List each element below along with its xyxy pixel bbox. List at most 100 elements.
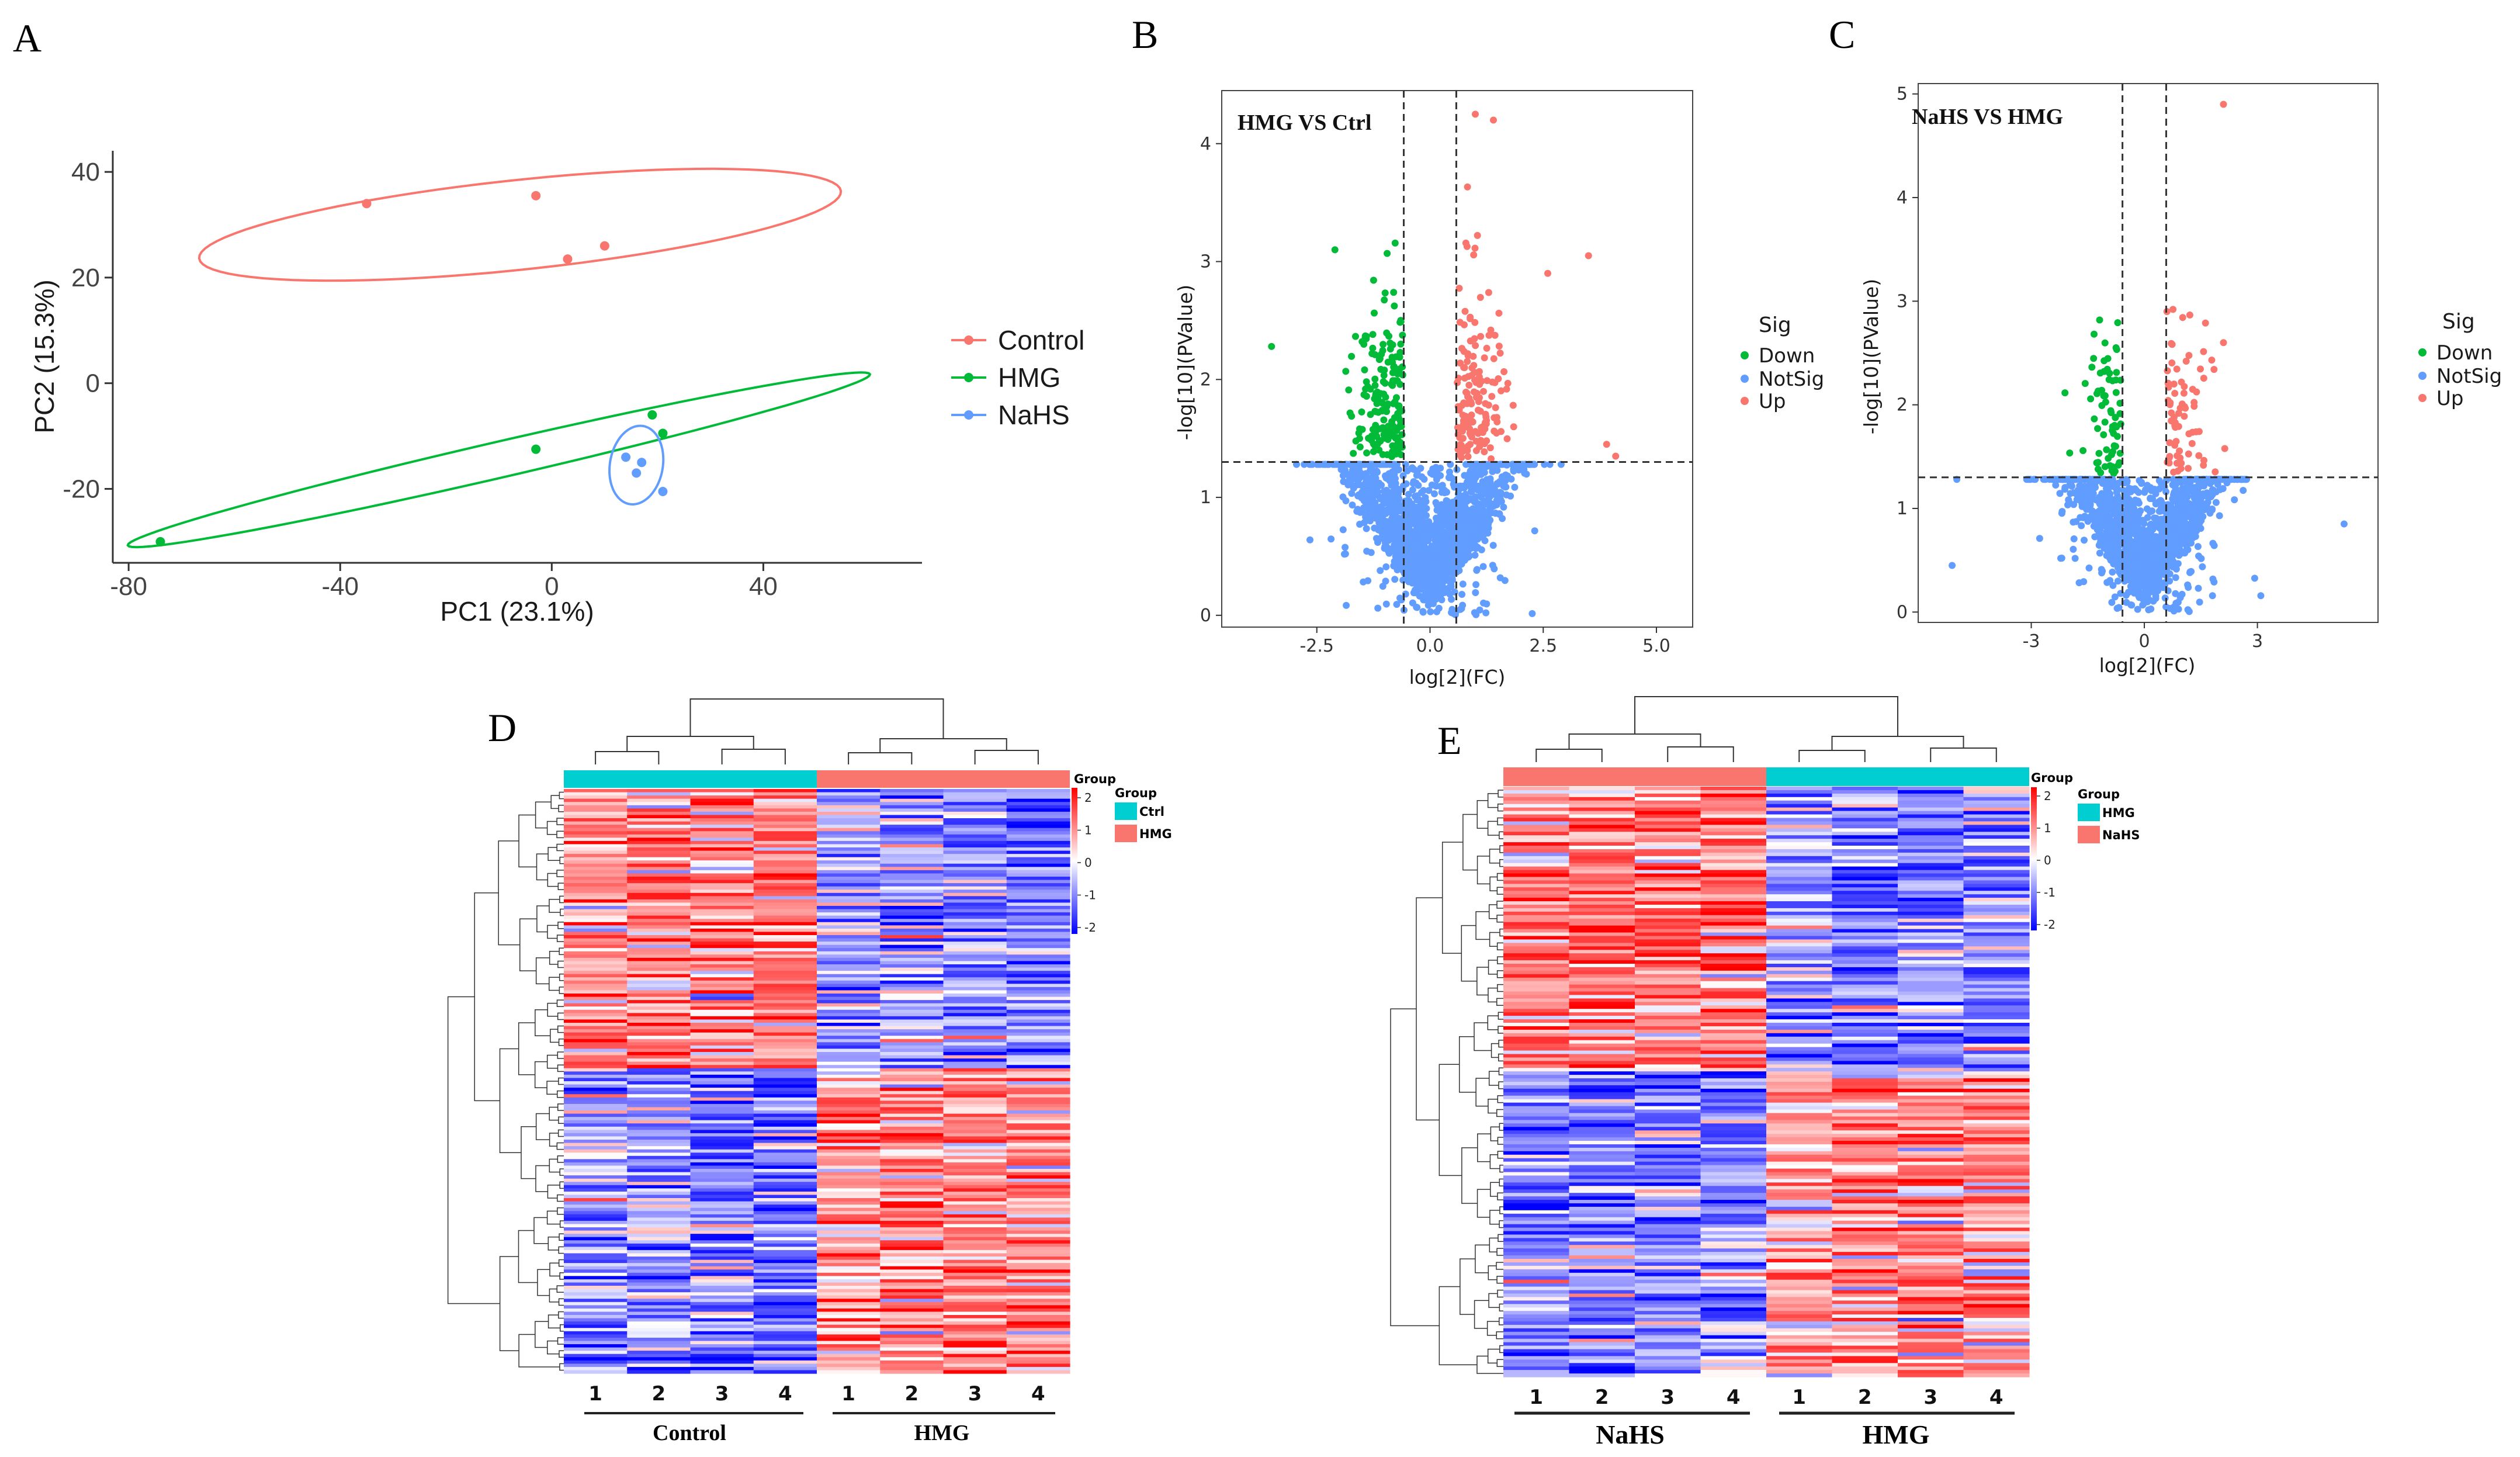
- volcano-b-point-down: [1356, 443, 1364, 451]
- heatmap-d-cell: [690, 932, 754, 936]
- heatmap-d-cell: [753, 1126, 817, 1130]
- heatmap-d-cell: [753, 1117, 817, 1121]
- volcano-c-point-notsig: [2240, 487, 2247, 494]
- heatmap-d-row-branch: [549, 1106, 559, 1121]
- volcano-c-point-up: [2168, 409, 2175, 417]
- heatmap-d-cell: [1006, 1175, 1070, 1179]
- heatmap-d-cell: [564, 1091, 628, 1095]
- heatmap-d-cell: [880, 1227, 944, 1231]
- heatmap-d-cell: [817, 1016, 881, 1020]
- heatmap-d-cell: [564, 1068, 628, 1072]
- pca-point-control: [531, 191, 541, 200]
- heatmap-d-cell: [627, 1175, 691, 1179]
- volcano-c-point-up: [2173, 365, 2181, 373]
- heatmap-d-cell: [880, 948, 944, 952]
- heatmap-d-cell: [627, 1133, 691, 1137]
- heatmap-d-cell: [753, 854, 817, 858]
- heatmap-d-cell: [817, 1140, 881, 1144]
- heatmap-d-cell: [627, 850, 691, 854]
- volcano-b-point-notsig: [1446, 584, 1453, 591]
- heatmap-d-cell: [627, 1188, 691, 1192]
- volcano-c-point-notsig: [2146, 485, 2153, 493]
- heatmap-d-cell: [1006, 1237, 1070, 1241]
- volcano-c-point-notsig: [2152, 555, 2159, 562]
- heatmap-d-cell: [1006, 1146, 1070, 1150]
- heatmap-d-cell: [1006, 850, 1070, 854]
- heatmap-d-cell: [943, 828, 1007, 832]
- volcano-c-point-notsig: [2185, 500, 2193, 507]
- heatmap-d-cell: [1006, 1172, 1070, 1176]
- volcano-b-point-notsig: [1415, 503, 1423, 510]
- heatmap-d-cell: [690, 1042, 754, 1046]
- heatmap-d-cell: [943, 1195, 1007, 1199]
- volcano-b-point-notsig: [1485, 515, 1492, 523]
- volcano-b-point-down: [1371, 309, 1378, 317]
- heatmap-d-cell: [943, 1224, 1007, 1228]
- heatmap-d-cell: [753, 1110, 817, 1115]
- heatmap-d-cell: [1006, 1003, 1070, 1007]
- volcano-c-point-notsig: [2128, 601, 2136, 609]
- heatmap-d-cell: [753, 805, 817, 809]
- heatmap-d-cell: [1006, 821, 1070, 825]
- heatmap-d-cell: [564, 902, 628, 906]
- heatmap-d-cell: [690, 1136, 754, 1140]
- heatmap-d-cell: [690, 892, 754, 897]
- heatmap-d-cell: [1006, 1162, 1070, 1167]
- heatmap-d-row-branch: [560, 908, 564, 916]
- heatmap-d-cell: [690, 883, 754, 887]
- heatmap-d-cell: [564, 980, 628, 984]
- heatmap-d-cell: [564, 837, 628, 842]
- heatmap-d-cell: [880, 883, 944, 887]
- heatmap-d-cell: [943, 886, 1007, 890]
- heatmap-d-cell: [627, 1023, 691, 1027]
- heatmap-d-cell: [1006, 1220, 1070, 1225]
- heatmap-d-cell: [817, 1178, 881, 1182]
- heatmap-d-cell: [690, 961, 754, 965]
- heatmap-d-cell: [690, 928, 754, 933]
- heatmap-d-cell: [627, 828, 691, 832]
- volcano-b-point-outlier: [1268, 342, 1275, 350]
- heatmap-d-cell: [1006, 1081, 1070, 1085]
- volcano-c-y-tick-label: 4: [1897, 188, 1908, 208]
- heatmap-d-cell: [943, 863, 1007, 867]
- heatmap-d-cell: [690, 890, 754, 894]
- volcano-b-point-notsig: [1418, 473, 1426, 480]
- heatmap-d-cell: [564, 899, 628, 904]
- heatmap-d-cell: [1006, 1100, 1070, 1105]
- heatmap-d-row-branch: [546, 1054, 558, 1069]
- heatmap-d-cell: [753, 818, 817, 822]
- volcano-b-point-outlier: [1331, 246, 1339, 254]
- heatmap-d-cell: [627, 857, 691, 861]
- volcano-b-point-notsig: [1487, 482, 1495, 489]
- heatmap-d-row-branch: [557, 882, 564, 890]
- heatmap-d-cell: [880, 1230, 944, 1234]
- heatmap-d-cell: [943, 1153, 1007, 1157]
- volcano-b-point-notsig: [1489, 468, 1496, 475]
- volcano-b-point-down: [1397, 451, 1405, 458]
- volcano-b-point-notsig: [1363, 525, 1370, 532]
- heatmap-d-cell: [690, 919, 754, 923]
- volcano-b-x-tick-label: 5.0: [1642, 636, 1670, 656]
- heatmap-d-cell: [1006, 1211, 1070, 1215]
- volcano-c-point-up: [2200, 462, 2207, 469]
- heatmap-d-cell: [753, 896, 817, 900]
- volcano-b-y-tick-label: 3: [1200, 252, 1211, 272]
- volcano-b-point-up: [1457, 441, 1465, 449]
- heatmap-d-cell: [1006, 1071, 1070, 1075]
- heatmap-d-cell: [627, 1117, 691, 1121]
- heatmap-d-cell: [1006, 1136, 1070, 1140]
- volcano-b-point-notsig: [1361, 519, 1368, 527]
- heatmap-d-cell: [753, 1097, 817, 1101]
- volcano-b-point-notsig: [1424, 545, 1432, 553]
- heatmap-d-row-branch: [535, 1113, 550, 1140]
- heatmap-d-cell: [880, 1032, 944, 1036]
- heatmap-d-cell: [943, 1143, 1007, 1147]
- volcano-b-x-tick-label: -2.5: [1299, 636, 1334, 656]
- heatmap-d-cell: [943, 1107, 1007, 1111]
- heatmap-d-cell: [943, 1126, 1007, 1130]
- heatmap-d-cell: [880, 1175, 944, 1179]
- volcano-b-point-up: [1476, 293, 1484, 301]
- heatmap-d-cell: [690, 1149, 754, 1153]
- heatmap-d-cell: [817, 912, 881, 916]
- heatmap-d-cell: [690, 867, 754, 871]
